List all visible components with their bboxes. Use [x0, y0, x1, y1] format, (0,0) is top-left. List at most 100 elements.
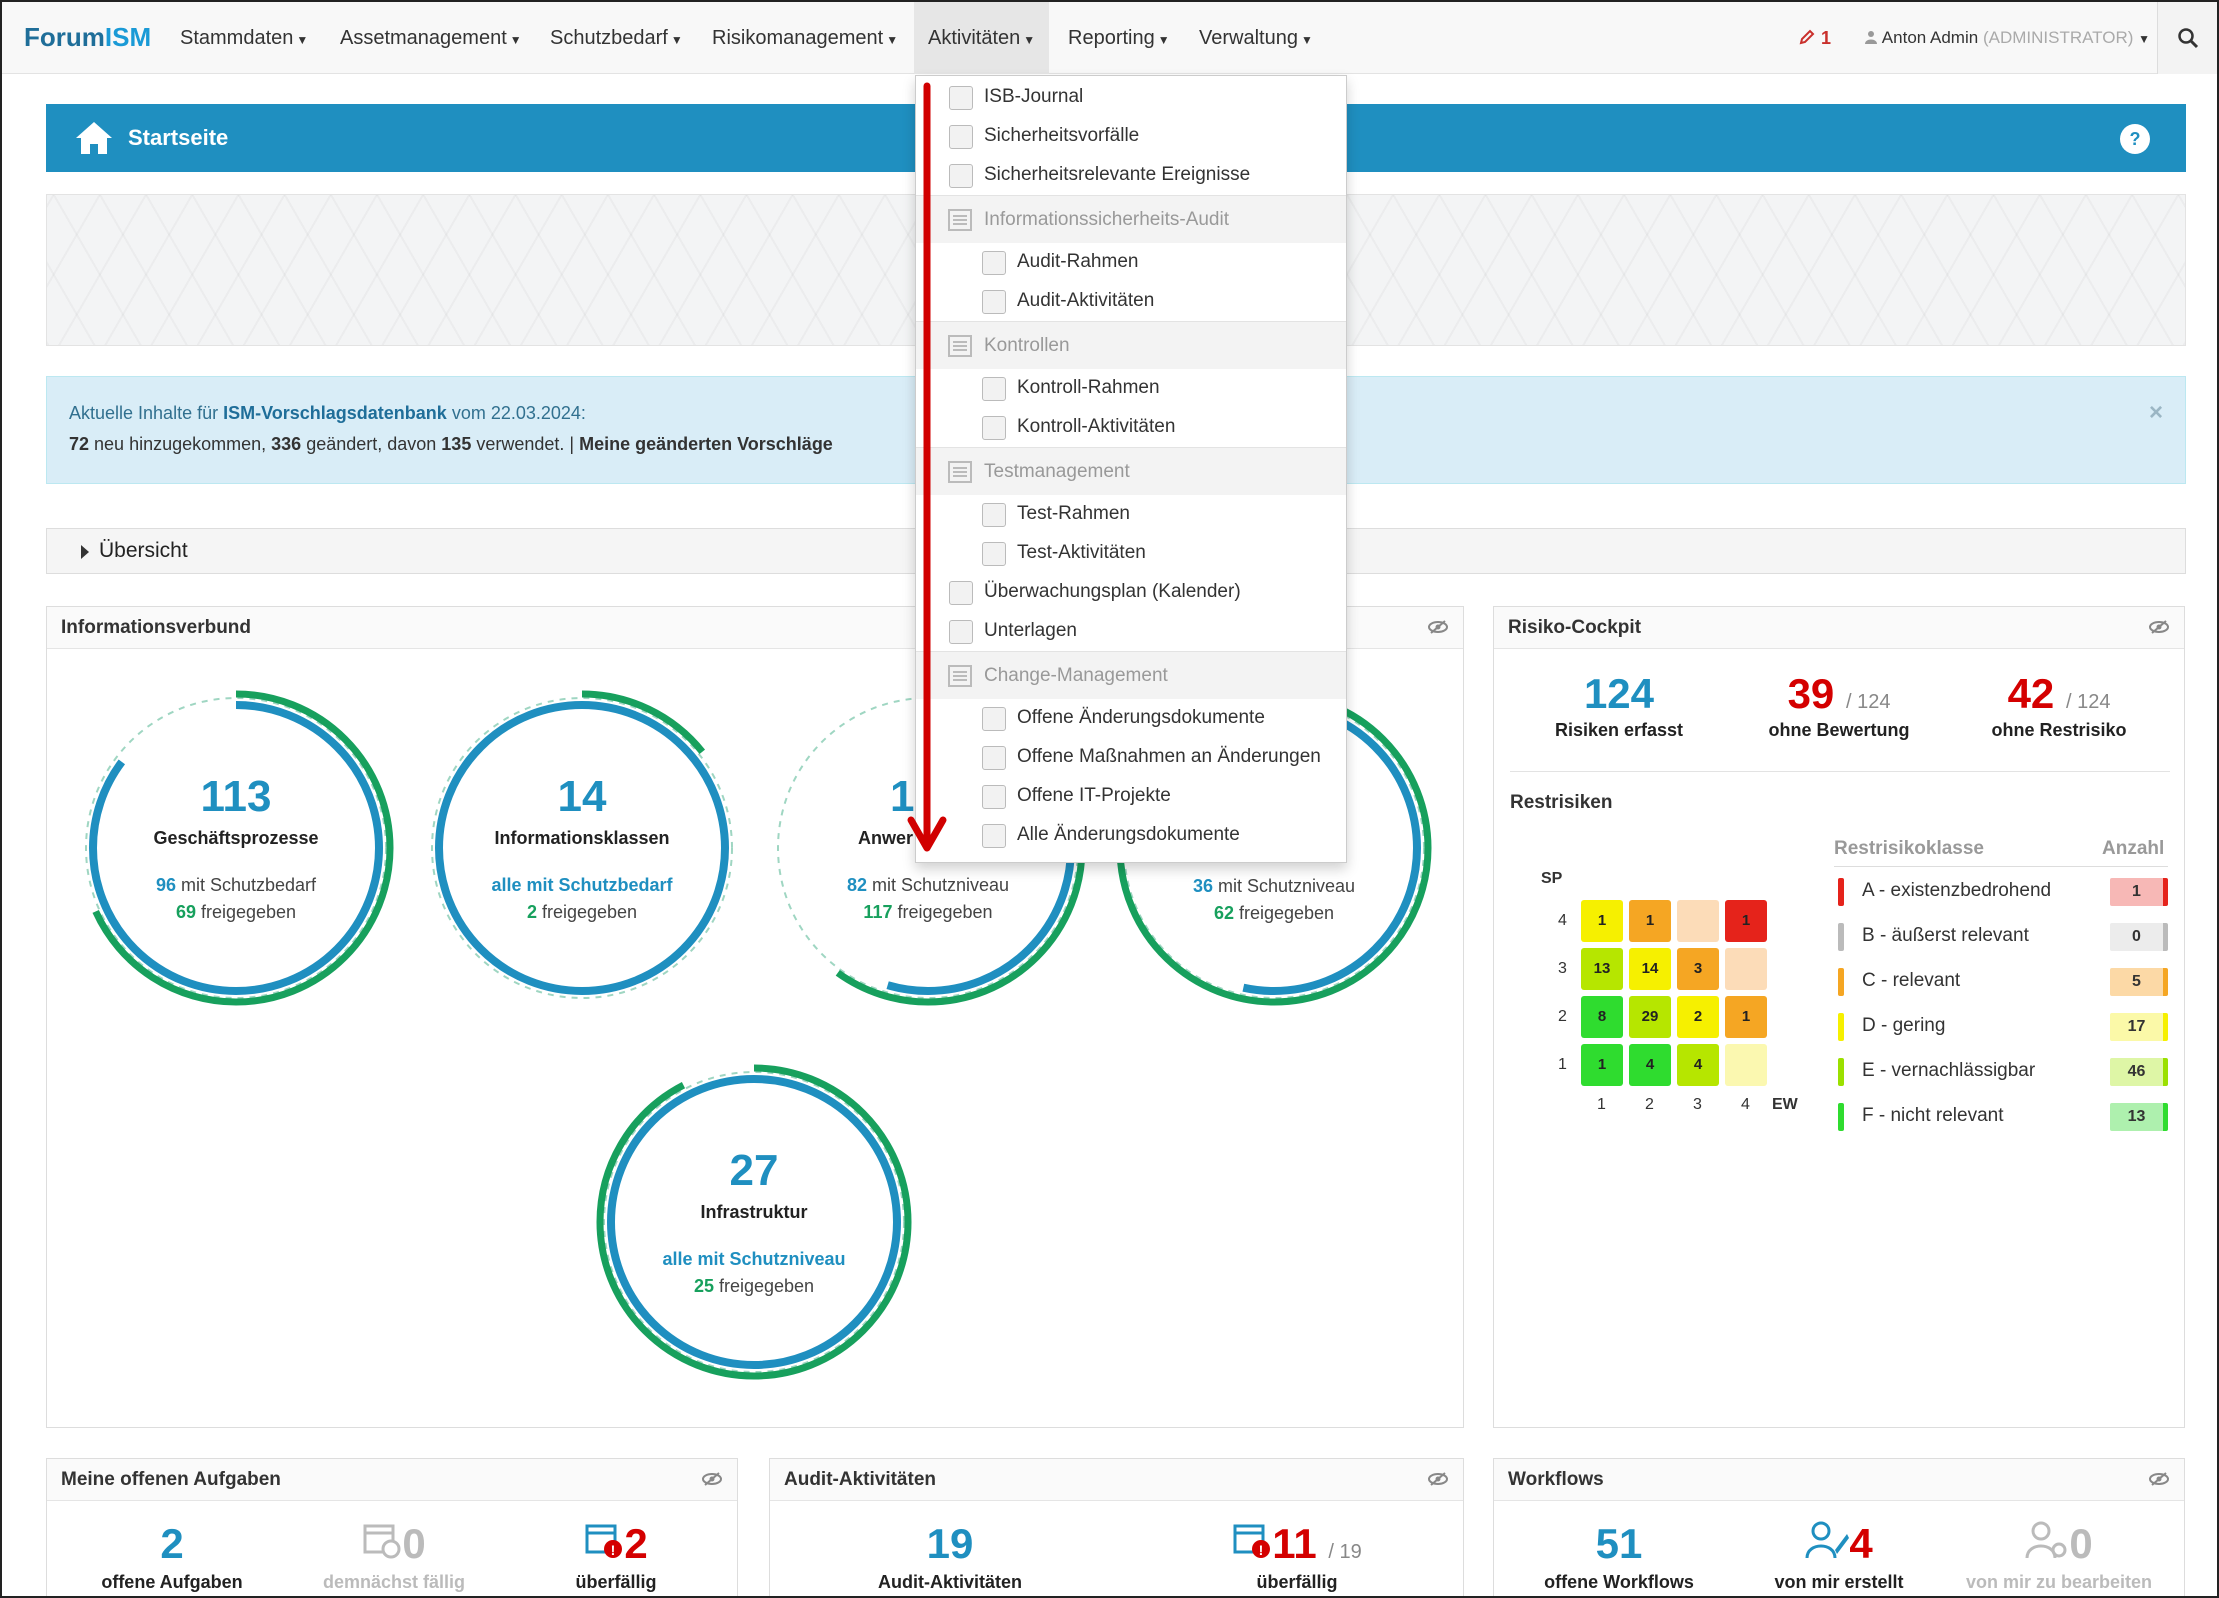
- matrix-cell[interactable]: [1725, 1044, 1767, 1086]
- circle-geschaeftsprozesse[interactable]: [78, 690, 394, 1006]
- dropdown-item-überwachungsplan-kalender-[interactable]: Überwachungsplan (Kalender): [916, 573, 1346, 611]
- restrisiko-class-row[interactable]: F - nicht relevant 13: [1838, 1097, 2168, 1137]
- panel-title: Meine offenen Aufgaben: [47, 1459, 737, 1501]
- dropdown-item-kontroll-rahmen[interactable]: Kontroll-Rahmen: [916, 369, 1346, 407]
- stat-von-mir-erstellt[interactable]: 4 von mir erstellt: [1774, 1520, 1904, 1592]
- dropdown-item-isb-journal[interactable]: ISB-Journal: [916, 78, 1346, 116]
- class-label: C - relevant: [1862, 970, 1961, 991]
- matrix-cell[interactable]: 1: [1581, 900, 1623, 942]
- matrix-cell[interactable]: 1: [1581, 1044, 1623, 1086]
- document-icon: [982, 746, 1006, 770]
- restrisiko-class-row[interactable]: C - relevant 5: [1838, 962, 2168, 1002]
- dropdown-item-offene-it-projekte[interactable]: Offene IT-Projekte: [916, 777, 1346, 815]
- stat-ueberfaellig[interactable]: ! 2 überfällig: [575, 1520, 657, 1592]
- class-label: A - existenzbedrohend: [1862, 880, 2052, 901]
- matrix-cell[interactable]: [1725, 948, 1767, 990]
- list-icon: [948, 665, 972, 687]
- stat-demnaechst-faellig[interactable]: 0 demnächst fällig: [322, 1520, 466, 1592]
- top-navbar: ForumISM Stammdaten ▼ Assetmanagement ▼ Sc…: [2, 2, 2217, 74]
- dropdown-item-test-rahmen[interactable]: Test-Rahmen: [916, 495, 1346, 533]
- stat-risiken-erfasst[interactable]: 124 Risiken erfasst: [1554, 670, 1684, 740]
- stat-ohne-restrisiko[interactable]: 42 / 124 ohne Restrisiko: [1991, 670, 2127, 740]
- matrix-cell[interactable]: 3: [1677, 948, 1719, 990]
- notifications-indicator[interactable]: 1: [1798, 2, 1831, 74]
- matrix-cell[interactable]: 4: [1629, 1044, 1671, 1086]
- dropdown-item-sicherheitsrelevante-ereignisse[interactable]: Sicherheitsrelevante Ereignisse: [916, 156, 1346, 194]
- nav-aktivitaeten[interactable]: Aktivitäten ▼: [914, 2, 1050, 74]
- stat-audit-ueberfaellig[interactable]: ! 11 / 19 überfällig: [1172, 1520, 1422, 1593]
- class-color-bar: [1838, 1058, 1844, 1086]
- x-tick: 2: [1645, 1096, 1654, 1113]
- page-title: Startseite: [128, 125, 229, 150]
- class-label: B - äußerst relevant: [1862, 925, 2029, 946]
- dropdown-item-unterlagen[interactable]: Unterlagen: [916, 612, 1346, 650]
- dropdown-item-offene-maßnahmen-an-änderungen[interactable]: Offene Maßnahmen an Änderungen: [916, 738, 1346, 776]
- hide-eye-icon[interactable]: [701, 1471, 723, 1487]
- document-icon: [982, 542, 1006, 566]
- restrisiko-class-row[interactable]: A - existenzbedrohend 1: [1838, 872, 2168, 912]
- user-gear-icon: [2025, 1521, 2067, 1559]
- nav-assetmanagement[interactable]: Assetmanagement ▼: [340, 27, 522, 49]
- close-icon[interactable]: ×: [2148, 399, 2163, 426]
- search-icon: [2177, 28, 2198, 49]
- hide-eye-icon[interactable]: [1427, 619, 1449, 635]
- y-tick: 1: [1558, 1056, 1567, 1073]
- matrix-cell[interactable]: [1677, 900, 1719, 942]
- x-tick: 1: [1597, 1096, 1606, 1113]
- db-link[interactable]: ISM-Vorschlagsdatenbank: [223, 403, 447, 423]
- dropdown-item-audit-rahmen[interactable]: Audit-Rahmen: [916, 243, 1346, 281]
- panel-title: Workflows: [1494, 1459, 2184, 1501]
- changed-proposals-link[interactable]: Meine geänderten Vorschläge: [579, 434, 833, 454]
- class-color-bar: [1838, 878, 1844, 906]
- document-icon: [982, 785, 1006, 809]
- pencil-icon: [1799, 29, 1815, 45]
- stat-offene-workflows[interactable]: 51 offene Workflows: [1544, 1520, 1694, 1592]
- restrisiko-class-row[interactable]: E - vernachlässigbar 46: [1838, 1052, 2168, 1092]
- matrix-cell[interactable]: 1: [1725, 996, 1767, 1038]
- matrix-cell[interactable]: 14: [1629, 948, 1671, 990]
- user-menu[interactable]: Anton Admin (ADMINISTRATOR) ▼: [1864, 2, 2150, 74]
- dropdown-item-alle-änderungsdokumente[interactable]: Alle Änderungsdokumente: [916, 816, 1346, 854]
- hide-eye-icon[interactable]: [2148, 1471, 2170, 1487]
- matrix-cell[interactable]: 2: [1677, 996, 1719, 1038]
- search-button[interactable]: [2157, 2, 2217, 74]
- stat-offene-aufgaben[interactable]: 2 offene Aufgaben: [101, 1520, 243, 1592]
- matrix-cell[interactable]: 1: [1629, 900, 1671, 942]
- help-button[interactable]: ?: [2120, 124, 2150, 154]
- count-header: Anzahl: [2102, 838, 2165, 859]
- class-count: 1: [2110, 878, 2168, 906]
- stat-von-mir-zu-bearbeiten[interactable]: 0 von mir zu bearbeiten: [1965, 1520, 2153, 1592]
- hide-eye-icon[interactable]: [1427, 1471, 1449, 1487]
- document-icon: [949, 125, 973, 149]
- circle-informationsklassen[interactable]: [424, 690, 740, 1006]
- matrix-cell[interactable]: 4: [1677, 1044, 1719, 1086]
- dropdown-item-sicherheitsvorfälle[interactable]: Sicherheitsvorfälle: [916, 117, 1346, 155]
- calendar-alert-icon: !: [1233, 1524, 1271, 1558]
- matrix-cell[interactable]: 1: [1725, 900, 1767, 942]
- nav-reporting[interactable]: Reporting ▼: [1068, 27, 1170, 49]
- matrix-cell[interactable]: 29: [1629, 996, 1671, 1038]
- restrisiko-class-row[interactable]: D - gering 17: [1838, 1007, 2168, 1047]
- nav-schutzbedarf[interactable]: Schutzbedarf ▼: [550, 27, 683, 49]
- hide-eye-icon[interactable]: [2148, 619, 2170, 635]
- dropdown-item-kontroll-aktivitäten[interactable]: Kontroll-Aktivitäten: [916, 408, 1346, 446]
- class-color-bar: [1838, 923, 1844, 951]
- nav-verwaltung[interactable]: Verwaltung ▼: [1199, 27, 1313, 49]
- brand-logo[interactable]: ForumISM: [24, 22, 152, 52]
- matrix-cell[interactable]: 13: [1581, 948, 1623, 990]
- nav-risikomanagement[interactable]: Risikomanagement ▼: [712, 27, 899, 49]
- stat-ohne-bewertung[interactable]: 39 / 124 ohne Bewertung: [1768, 670, 1910, 740]
- matrix-cell[interactable]: 8: [1581, 996, 1623, 1038]
- circle-infrastruktur[interactable]: [596, 1064, 912, 1380]
- dropdown-item-test-aktivitäten[interactable]: Test-Aktivitäten: [916, 534, 1346, 572]
- nav-stammdaten[interactable]: Stammdaten ▼: [180, 27, 309, 49]
- dropdown-item-audit-aktivitäten[interactable]: Audit-Aktivitäten: [916, 282, 1346, 320]
- dropdown-item-offene-änderungsdokumente[interactable]: Offene Änderungsdokumente: [916, 699, 1346, 737]
- document-icon: [982, 824, 1006, 848]
- circle-label-it-systeme: 36 mit Schutzniveau 62 freigegeben: [1192, 876, 1356, 923]
- restrisiko-class-row[interactable]: B - äußerst relevant 0: [1838, 917, 2168, 957]
- document-icon: [982, 416, 1006, 440]
- stat-audit-aktivitaeten[interactable]: 19 Audit-Aktivitäten: [878, 1520, 1022, 1592]
- home-icon[interactable]: [74, 120, 114, 156]
